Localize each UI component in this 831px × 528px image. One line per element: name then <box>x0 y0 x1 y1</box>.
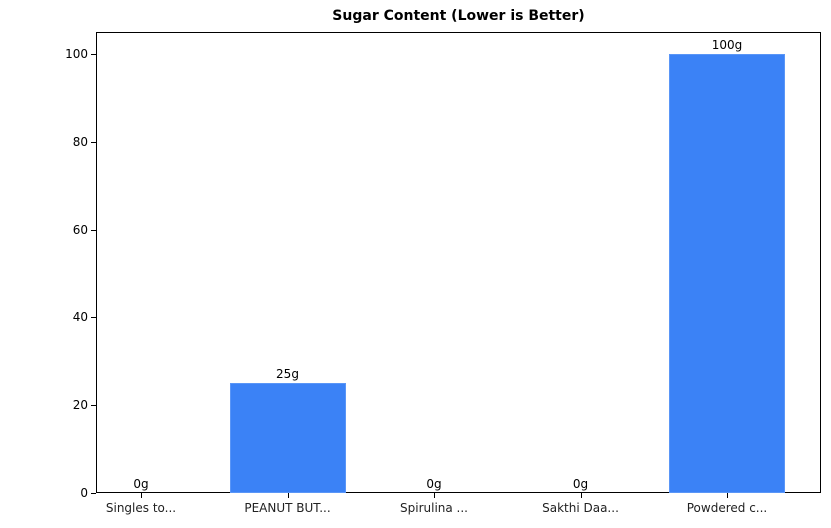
bar-value-label: 0g <box>133 477 149 491</box>
chart-title: Sugar Content (Lower is Better) <box>332 8 585 24</box>
y-tick-label: 80 <box>72 134 88 149</box>
x-tick-label: Sakthi Daa... <box>542 501 619 515</box>
y-tick-label: 20 <box>72 398 88 413</box>
bar-value-label: 100g <box>711 37 743 52</box>
x-tick-label: Powdered c... <box>686 501 768 515</box>
y-tick-label: 0 <box>80 486 88 500</box>
plot-area <box>96 32 821 493</box>
x-tick-label: PEANUT BUT... <box>244 501 331 515</box>
x-tick-mark <box>580 493 582 498</box>
y-tick-label: 100 <box>65 46 88 61</box>
y-tick-mark <box>91 405 96 407</box>
x-tick-mark <box>287 493 289 498</box>
x-tick-label: Spirulina ... <box>400 501 468 515</box>
y-tick-mark <box>91 317 96 319</box>
x-tick-mark <box>727 493 728 498</box>
y-tick-mark <box>91 141 96 143</box>
bar <box>669 53 785 493</box>
bar-value-label: 25g <box>276 367 299 382</box>
y-tick-label: 60 <box>72 222 88 237</box>
x-tick-mark <box>434 493 435 498</box>
x-tick-mark <box>141 493 142 498</box>
y-tick-mark <box>91 53 96 55</box>
bar-value-label: 0g <box>426 477 442 491</box>
y-tick-mark <box>91 229 96 231</box>
bar-value-label: 0g <box>572 477 589 491</box>
y-tick-label: 40 <box>72 310 88 325</box>
y-tick-mark <box>91 493 96 494</box>
bar <box>229 383 346 493</box>
x-tick-label: Singles to... <box>105 501 177 515</box>
